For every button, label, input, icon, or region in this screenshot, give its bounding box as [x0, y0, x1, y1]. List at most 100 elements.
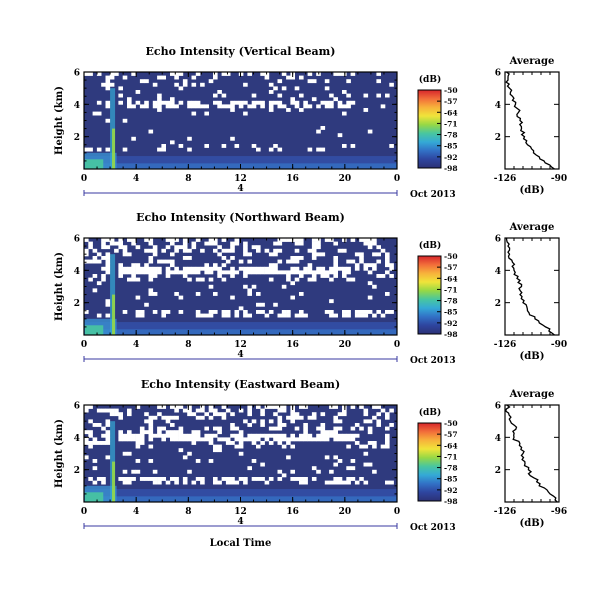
colorbar-tick-label: -98: [444, 164, 458, 173]
y-tick-label: 2: [74, 299, 80, 309]
y-tick-label: 2: [74, 133, 80, 143]
profile-line: [505, 237, 555, 336]
profile-y-tick-label: 4: [495, 434, 501, 444]
colorbar-tick-label: -50: [444, 419, 458, 428]
panel-title: Echo Intensity (Eastward Beam): [141, 378, 340, 391]
x-tick-label: 16: [286, 174, 299, 184]
heatmap: [84, 72, 397, 169]
x-tick-label: 0: [81, 507, 87, 517]
profile-title: Average: [509, 222, 555, 233]
colorbar: [417, 422, 442, 502]
profile-x-tick-label: -126: [494, 174, 517, 184]
colorbar-tick-label: -78: [444, 131, 458, 140]
y-tick-label: 2: [74, 466, 80, 476]
x-tick-label: 0: [81, 340, 87, 350]
y-axis-label: Height (km): [54, 252, 65, 321]
x-tick-label: 0: [81, 174, 87, 184]
profile-y-tick-label: 4: [495, 267, 501, 277]
colorbar-tick-label: -71: [444, 285, 458, 294]
colorbar-unit: (dB): [419, 74, 441, 85]
y-tick-label: 6: [74, 235, 80, 245]
colorbar-tick-label: -50: [444, 86, 458, 95]
panel-title: Echo Intensity (Northward Beam): [136, 211, 345, 224]
colorbar-unit: (dB): [419, 407, 441, 418]
colorbar: [417, 89, 442, 169]
date-bar-label: 4: [237, 517, 243, 527]
colorbar-tick-label: -71: [444, 452, 458, 461]
panel-1: Echo Intensity (Vertical Beam) 0 4 8 12 16 20 0…: [54, 45, 567, 200]
y-tick-label: 4: [74, 101, 80, 111]
colorbar-tick-label: -85: [444, 475, 458, 484]
x-tick-label: 12: [234, 507, 247, 517]
profile-y-tick-label: 4: [495, 101, 501, 111]
profile-y-tick-label: 6: [495, 69, 501, 79]
date-label: Oct 2013: [410, 356, 456, 366]
colorbar-tick-label: -85: [444, 142, 458, 151]
y-tick-label: 4: [74, 434, 80, 444]
x-tick-label: 20: [339, 174, 352, 184]
profile-x-tick-label: -126: [494, 340, 517, 350]
heatmap: [84, 405, 397, 502]
x-tick-label: 8: [185, 507, 191, 517]
profile-x-tick-label: -90: [551, 174, 567, 184]
x-tick-label: 0: [394, 174, 400, 184]
colorbar-tick-label: -57: [444, 430, 458, 439]
panel-title: Echo Intensity (Vertical Beam): [145, 45, 335, 58]
date-bar-label: 4: [237, 184, 243, 194]
colorbar-tick-label: -50: [444, 252, 458, 261]
profile-line: [505, 71, 555, 170]
profile-x-tick-label: -96: [551, 507, 567, 517]
colorbar-tick-label: -78: [444, 464, 458, 473]
colorbar: [417, 255, 442, 335]
x-tick-label: 16: [286, 340, 299, 350]
colorbar-tick-label: -98: [444, 497, 458, 506]
colorbar-tick-label: -92: [444, 153, 458, 162]
profile-x-axis-label: (dB): [520, 185, 545, 196]
profile-y-tick-label: 6: [495, 235, 501, 245]
colorbar-tick-label: -57: [444, 97, 458, 106]
x-tick-label: 8: [185, 174, 191, 184]
x-tick-label: 12: [234, 174, 247, 184]
heatmap: [84, 238, 397, 335]
y-axis-label: Height (km): [54, 86, 65, 155]
colorbar-tick-label: -98: [444, 330, 458, 339]
x-tick-label: 4: [133, 340, 139, 350]
x-axis-label: Local Time: [210, 538, 272, 549]
profile-title: Average: [509, 56, 555, 67]
y-axis-label: Height (km): [54, 419, 65, 488]
date-label: Oct 2013: [410, 190, 456, 200]
profile-line: [505, 404, 558, 503]
colorbar-tick-label: -92: [444, 486, 458, 495]
profile-title: Average: [509, 389, 555, 400]
y-tick-label: 6: [74, 402, 80, 412]
profile-x-axis-label: (dB): [520, 518, 545, 529]
colorbar-tick-label: -64: [444, 108, 458, 117]
colorbar-tick-label: -64: [444, 274, 458, 283]
x-tick-label: 20: [339, 340, 352, 350]
x-tick-label: 4: [133, 507, 139, 517]
profile-y-tick-label: 2: [495, 299, 501, 309]
colorbar-unit: (dB): [419, 240, 441, 251]
colorbar-tick-label: -85: [444, 308, 458, 317]
y-tick-label: 4: [74, 267, 80, 277]
x-tick-label: 20: [339, 507, 352, 517]
colorbar-tick-label: -57: [444, 263, 458, 272]
x-tick-label: 8: [185, 340, 191, 350]
date-label: Oct 2013: [410, 523, 456, 533]
x-tick-label: 4: [133, 174, 139, 184]
profile-x-tick-label: -90: [551, 340, 567, 350]
x-tick-label: 0: [394, 507, 400, 517]
panel-2: Echo Intensity (Northward Beam)0 4 8 12 16 20…: [54, 211, 567, 366]
profile-y-tick-label: 6: [495, 402, 501, 412]
profile-x-tick-label: -126: [494, 507, 517, 517]
x-tick-label: 16: [286, 507, 299, 517]
panel-3: Echo Intensity (Eastward Beam) 0 4 8 12 16 20 0…: [54, 378, 567, 549]
profile-y-tick-label: 2: [495, 466, 501, 476]
x-tick-label: 0: [394, 340, 400, 350]
x-tick-label: 12: [234, 340, 247, 350]
date-bar-label: 4: [237, 350, 243, 360]
colorbar-tick-label: -78: [444, 297, 458, 306]
y-tick-label: 6: [74, 69, 80, 79]
profile-y-tick-label: 2: [495, 133, 501, 143]
